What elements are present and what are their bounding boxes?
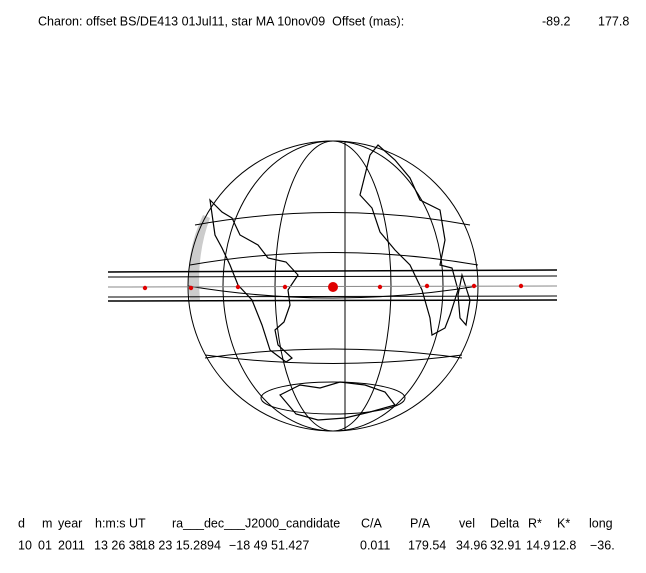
cell: 34.96: [456, 538, 487, 552]
cell: −36.: [590, 538, 615, 552]
cell: 179.54: [408, 538, 446, 552]
shadow-path: [107, 269, 558, 302]
cell: 14.9: [526, 538, 550, 552]
time-dot: [377, 284, 383, 290]
column-header: ra___dec___J2000_candidate: [172, 516, 340, 530]
cell: 0.011: [360, 538, 390, 552]
cell: 32.91: [490, 538, 521, 552]
column-header: h:m:s UT: [95, 516, 146, 530]
cell: 18 23 15.2894: [141, 538, 221, 552]
antarctica: [279, 381, 397, 421]
time-dot: [142, 285, 148, 291]
cell: 10: [18, 538, 32, 552]
column-header: year: [58, 516, 82, 530]
column-header: d: [18, 516, 25, 530]
terminator: [187, 285, 479, 299]
column-header: m: [42, 516, 52, 530]
column-header: long: [589, 516, 613, 530]
shadow-edge: [107, 299, 558, 302]
offset-value: -89.2: [542, 14, 571, 28]
cell: 12.8: [552, 538, 576, 552]
parallel: [189, 252, 479, 266]
closest-approach-dot: [328, 282, 338, 292]
limb-shade: [188, 215, 210, 300]
parallel: [260, 381, 406, 415]
parallel: [194, 212, 471, 226]
shadow-edge: [107, 295, 558, 298]
time-dot: [282, 284, 288, 290]
cell: 2011: [58, 538, 85, 552]
terminator: [204, 354, 463, 364]
cell: −18 49 51.427: [229, 538, 309, 552]
shadow-edge: [107, 269, 558, 273]
offset-value: 177.8: [598, 14, 629, 28]
column-header: vel: [459, 516, 475, 530]
south-america: [209, 198, 299, 363]
title: Charon: offset BS/DE413 01Jul11, star MA…: [38, 14, 404, 28]
column-header: P/A: [410, 516, 431, 530]
cell: 01: [38, 538, 52, 552]
time-dot: [424, 283, 430, 289]
column-header: C/A: [361, 516, 383, 530]
parallel: [204, 348, 463, 359]
column-header: R*: [528, 516, 542, 530]
cell: 13 26 38.: [94, 538, 146, 552]
column-header: K*: [557, 516, 570, 530]
shadow-edge: [107, 275, 558, 278]
column-header: Delta: [490, 516, 519, 530]
time-dot: [518, 283, 524, 289]
africa: [359, 144, 459, 336]
time-dot: [471, 283, 477, 289]
time-dot: [235, 284, 241, 290]
time-dot: [188, 285, 194, 291]
event-table: d m year h:m:s UT ra___dec___J2000_candidate…: [18, 516, 615, 552]
